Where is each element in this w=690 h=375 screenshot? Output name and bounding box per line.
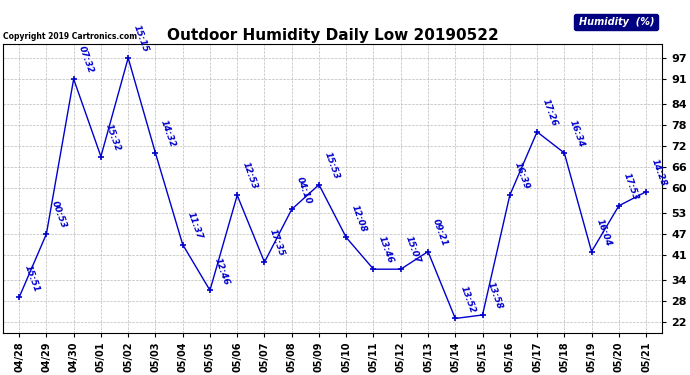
Text: 16:34: 16:34 (568, 119, 586, 149)
Title: Outdoor Humidity Daily Low 20190522: Outdoor Humidity Daily Low 20190522 (167, 28, 498, 43)
Text: 17:35: 17:35 (268, 228, 286, 258)
Text: 13:58: 13:58 (486, 281, 504, 311)
Text: 07:32: 07:32 (77, 45, 95, 75)
Text: 15:32: 15:32 (104, 122, 122, 152)
Text: 11:37: 11:37 (186, 210, 204, 240)
Text: 15:15: 15:15 (131, 24, 150, 54)
Text: 00:53: 00:53 (50, 200, 68, 230)
Text: 09:21: 09:21 (431, 217, 450, 248)
Text: 12:46: 12:46 (213, 256, 231, 286)
Text: 14:28: 14:28 (649, 158, 668, 188)
Text: 12:08: 12:08 (350, 203, 368, 233)
Text: 16:39: 16:39 (513, 161, 531, 191)
Text: 16:04: 16:04 (595, 217, 613, 248)
Text: 15:07: 15:07 (404, 235, 422, 265)
Text: Copyright 2019 Cartronics.com: Copyright 2019 Cartronics.com (3, 32, 137, 41)
Text: 17:53: 17:53 (622, 172, 640, 202)
Text: 17:26: 17:26 (540, 98, 559, 128)
Text: 14:32: 14:32 (159, 119, 177, 149)
Text: 15:53: 15:53 (322, 150, 340, 180)
Text: 13:52: 13:52 (459, 284, 477, 314)
Legend: Humidity  (%): Humidity (%) (574, 14, 658, 30)
Text: 04:10: 04:10 (295, 175, 313, 205)
Text: 13:46: 13:46 (377, 235, 395, 265)
Text: 12:53: 12:53 (241, 161, 259, 191)
Text: 15:51: 15:51 (22, 263, 41, 293)
